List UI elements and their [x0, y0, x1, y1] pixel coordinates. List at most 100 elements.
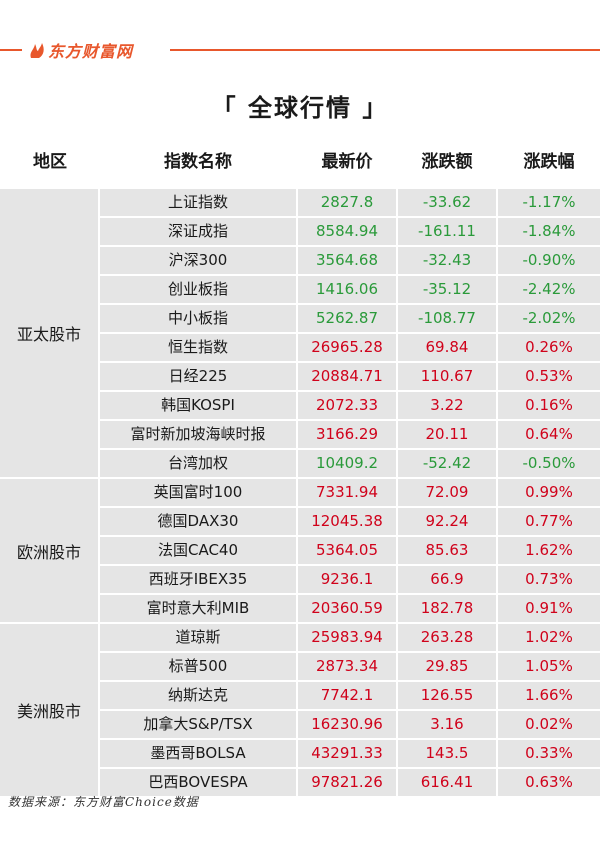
table-row: 恒生指数 26965.28 69.84 0.26% [100, 334, 600, 361]
latest-price: 3564.68 [298, 247, 396, 274]
brand-logo: 东方财富网 [28, 36, 133, 64]
latest-price: 16230.96 [298, 711, 396, 738]
brand-bar: 东方财富网 [0, 36, 600, 64]
index-name: 深证成指 [100, 218, 296, 245]
latest-price: 7331.94 [298, 479, 396, 506]
table-row: 富时意大利MIB 20360.59 182.78 0.91% [100, 595, 600, 622]
change-amount: -108.77 [398, 305, 496, 332]
latest-price: 9236.1 [298, 566, 396, 593]
change-amount: -52.42 [398, 450, 496, 477]
change-amount: 69.84 [398, 334, 496, 361]
change-percent: 1.66% [498, 682, 600, 709]
change-percent: 0.02% [498, 711, 600, 738]
index-name: 西班牙IBEX35 [100, 566, 296, 593]
table-row: 标普500 2873.34 29.85 1.05% [100, 653, 600, 680]
index-name: 中小板指 [100, 305, 296, 332]
table-row: 创业板指 1416.06 -35.12 -2.42% [100, 276, 600, 303]
table-row: 法国CAC40 5364.05 85.63 1.62% [100, 537, 600, 564]
change-percent: 0.53% [498, 363, 600, 390]
change-amount: -32.43 [398, 247, 496, 274]
change-percent: -0.90% [498, 247, 600, 274]
change-amount: 263.28 [398, 624, 496, 651]
change-percent: 0.73% [498, 566, 600, 593]
table-row: 西班牙IBEX35 9236.1 66.9 0.73% [100, 566, 600, 593]
table-row: 英国富时100 7331.94 72.09 0.99% [100, 479, 600, 506]
latest-price: 5262.87 [298, 305, 396, 332]
header-pct: 涨跌幅 [523, 152, 575, 172]
latest-price: 43291.33 [298, 740, 396, 767]
index-name: 日经225 [100, 363, 296, 390]
index-name: 法国CAC40 [100, 537, 296, 564]
table-row: 日经225 20884.71 110.67 0.53% [100, 363, 600, 390]
index-name: 沪深300 [100, 247, 296, 274]
change-amount: 92.24 [398, 508, 496, 535]
change-percent: -2.02% [498, 305, 600, 332]
change-amount: 126.55 [398, 682, 496, 709]
region-label: 亚太股市 [0, 189, 98, 477]
header-change: 涨跌额 [421, 152, 473, 172]
latest-price: 25983.94 [298, 624, 396, 651]
change-amount: 29.85 [398, 653, 496, 680]
table-row: 道琼斯 25983.94 263.28 1.02% [100, 624, 600, 651]
latest-price: 2072.33 [298, 392, 396, 419]
change-amount: 110.67 [398, 363, 496, 390]
region-label: 美洲股市 [0, 624, 98, 796]
table-row: 德国DAX30 12045.38 92.24 0.77% [100, 508, 600, 535]
table-row: 巴西BOVESPA 97821.26 616.41 0.63% [100, 769, 600, 796]
latest-price: 2827.8 [298, 189, 396, 216]
change-amount: 3.22 [398, 392, 496, 419]
change-amount: 85.63 [398, 537, 496, 564]
table-row: 墨西哥BOLSA 43291.33 143.5 0.33% [100, 740, 600, 767]
flame-logo-icon [30, 43, 44, 58]
region-label: 欧洲股市 [0, 479, 98, 622]
latest-price: 3166.29 [298, 421, 396, 448]
change-amount: 182.78 [398, 595, 496, 622]
table-row: 沪深300 3564.68 -32.43 -0.90% [100, 247, 600, 274]
change-amount: 3.16 [398, 711, 496, 738]
latest-price: 97821.26 [298, 769, 396, 796]
index-name: 墨西哥BOLSA [100, 740, 296, 767]
latest-price: 20360.59 [298, 595, 396, 622]
index-name: 创业板指 [100, 276, 296, 303]
change-percent: 0.63% [498, 769, 600, 796]
index-name: 上证指数 [100, 189, 296, 216]
latest-price: 12045.38 [298, 508, 396, 535]
table-row: 加拿大S&P/TSX 16230.96 3.16 0.02% [100, 711, 600, 738]
header-region: 地区 [33, 152, 67, 172]
change-amount: -33.62 [398, 189, 496, 216]
change-percent: 0.26% [498, 334, 600, 361]
index-name: 英国富时100 [100, 479, 296, 506]
change-percent: 0.64% [498, 421, 600, 448]
header-price: 最新价 [321, 152, 373, 172]
table-row: 台湾加权 10409.2 -52.42 -0.50% [100, 450, 600, 477]
change-percent: -0.50% [498, 450, 600, 477]
table-header: 地区 指数名称 最新价 涨跌额 涨跌幅 [0, 144, 600, 180]
index-name: 道琼斯 [100, 624, 296, 651]
change-percent: 0.99% [498, 479, 600, 506]
index-name: 德国DAX30 [100, 508, 296, 535]
table-row: 中小板指 5262.87 -108.77 -2.02% [100, 305, 600, 332]
change-percent: 1.02% [498, 624, 600, 651]
index-name: 加拿大S&P/TSX [100, 711, 296, 738]
brand-name: 东方财富网 [48, 42, 134, 61]
table-row: 纳斯达克 7742.1 126.55 1.66% [100, 682, 600, 709]
change-percent: 0.16% [498, 392, 600, 419]
index-name: 标普500 [100, 653, 296, 680]
latest-price: 5364.05 [298, 537, 396, 564]
change-percent: 0.33% [498, 740, 600, 767]
latest-price: 8584.94 [298, 218, 396, 245]
change-percent: 1.05% [498, 653, 600, 680]
change-percent: 0.91% [498, 595, 600, 622]
data-source-note: 数据来源：东方财富Choice数据 [8, 795, 199, 809]
index-name: 纳斯达克 [100, 682, 296, 709]
table-row: 富时新加坡海峡时报 3166.29 20.11 0.64% [100, 421, 600, 448]
brand-divider-right [170, 49, 600, 51]
table-row: 韩国KOSPI 2072.33 3.22 0.16% [100, 392, 600, 419]
latest-price: 10409.2 [298, 450, 396, 477]
latest-price: 2873.34 [298, 653, 396, 680]
index-name: 富时意大利MIB [100, 595, 296, 622]
table-row: 深证成指 8584.94 -161.11 -1.84% [100, 218, 600, 245]
latest-price: 26965.28 [298, 334, 396, 361]
latest-price: 1416.06 [298, 276, 396, 303]
change-percent: -1.84% [498, 218, 600, 245]
